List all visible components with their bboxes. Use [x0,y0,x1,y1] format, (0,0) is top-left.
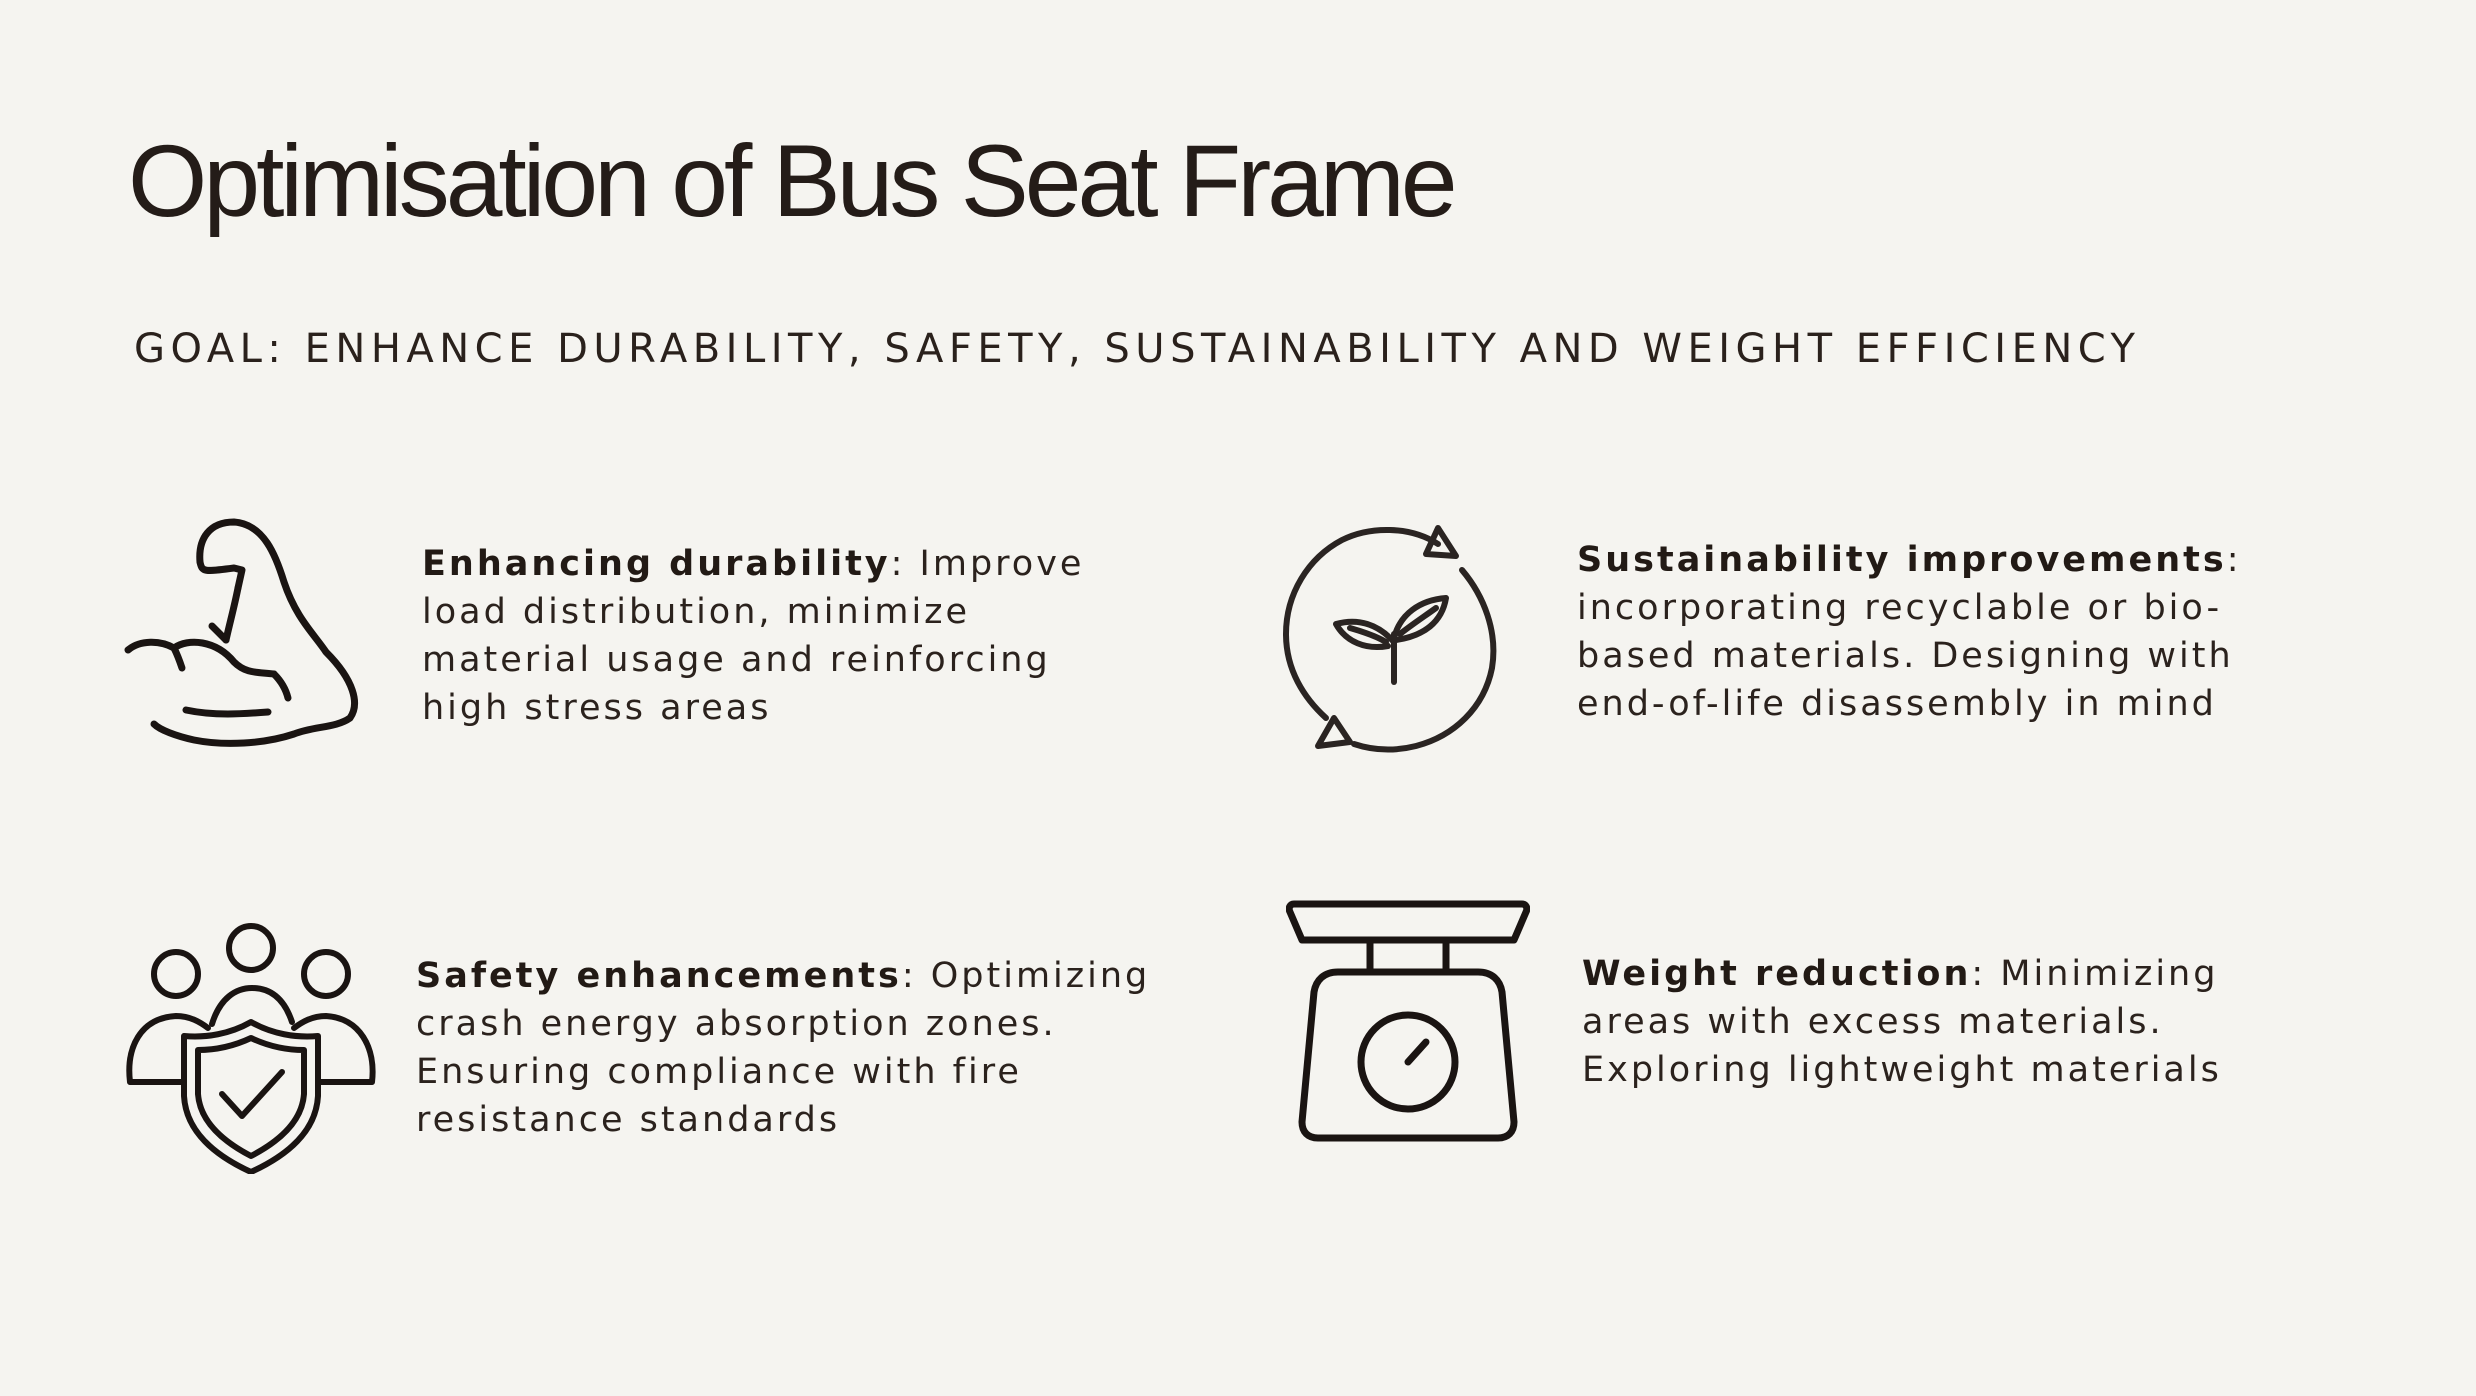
feature-body: : Improve load distribution, minimize ma… [422,544,1085,728]
feature-heading: Weight reduction [1582,954,1972,994]
goal-subtitle: GOAL: ENHANCE DURABILITY, SAFETY, SUSTAI… [134,326,2141,372]
recycle-sprout-icon [1278,522,1510,756]
feature-body: : Minimizing areas with excess materials… [1582,954,2222,1090]
feature-safety: Safety enhancements: Optimizing crash en… [416,952,1176,1144]
feature-body: : incorporating recyclable or bio-based … [1577,540,2242,724]
weighing-scale-icon [1286,896,1530,1142]
feature-weight: Weight reduction: Minimizing areas with … [1582,950,2322,1094]
flexed-arm-icon [124,512,372,748]
feature-heading: Enhancing durability [422,544,891,584]
feature-sustainability: Sustainability improvements: incorporati… [1577,536,2317,728]
feature-durability: Enhancing durability: Improve load distr… [422,540,1142,732]
feature-heading: Safety enhancements [416,956,902,996]
slide-title: Optimisation of Bus Seat Frame [128,124,1458,238]
people-shield-icon [124,918,378,1174]
feature-heading: Sustainability improvements [1577,540,2227,580]
feature-body: : Optimizing crash energy absorption zon… [416,956,1151,1140]
